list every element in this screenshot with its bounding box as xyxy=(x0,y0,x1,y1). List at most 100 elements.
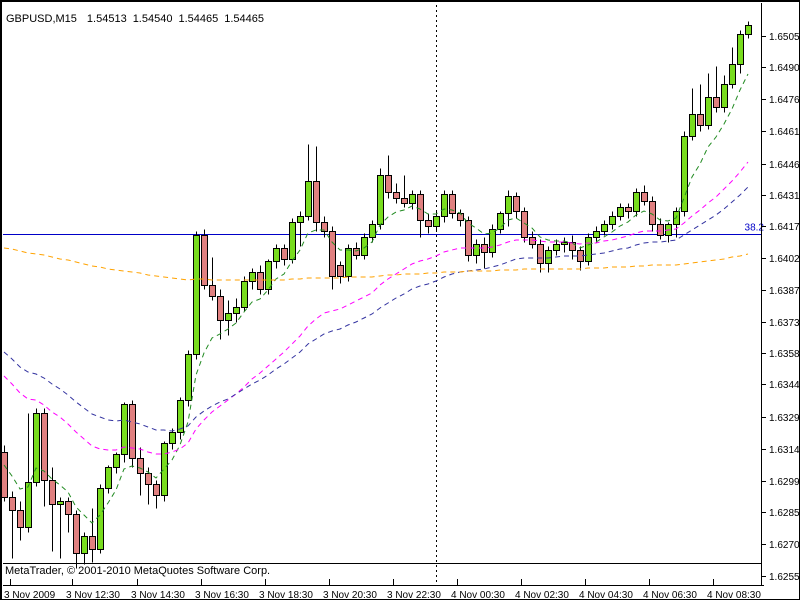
candle-bear xyxy=(217,296,224,321)
candle-bull xyxy=(97,488,104,550)
candle-bull xyxy=(25,482,32,528)
quote-close: 1.54465 xyxy=(224,13,264,25)
candle-bull xyxy=(617,207,624,217)
candle-bull xyxy=(233,307,240,314)
price-axis-label: 1.64760 xyxy=(769,95,800,106)
candle-bear xyxy=(457,213,464,221)
copyright-text: MetaTrader, © 2001-2010 MetaQuotes Softw… xyxy=(5,565,271,577)
time-axis-label: 4 Nov 06:30 xyxy=(643,590,697,600)
candle-bull xyxy=(473,244,480,256)
candle-bull xyxy=(681,136,688,212)
candle-bull xyxy=(361,237,368,256)
price-axis-label: 1.64025 xyxy=(769,254,800,265)
candle-bull xyxy=(345,248,352,277)
price-axis-label: 1.64905 xyxy=(769,63,800,74)
candle-bear xyxy=(145,473,152,485)
candle-bull xyxy=(489,229,496,253)
price-axis-label: 1.63140 xyxy=(769,445,800,456)
candle-bull xyxy=(225,313,232,321)
candle-bear xyxy=(137,458,144,474)
candle-bull xyxy=(433,216,440,227)
candle-bull xyxy=(561,242,568,245)
candle-bull xyxy=(705,97,712,126)
candle-bull xyxy=(745,25,752,35)
candle-bull xyxy=(273,248,280,262)
candle-bear xyxy=(697,114,704,126)
candle-bear xyxy=(537,244,544,264)
price-axis-label: 1.62555 xyxy=(769,572,800,583)
candle-bear xyxy=(657,224,664,236)
time-axis-label: 3 Nov 2009 xyxy=(4,590,56,600)
candle-bull xyxy=(121,404,128,455)
candle-bull xyxy=(193,235,200,355)
candle-bear xyxy=(513,196,520,212)
candle-bull xyxy=(609,216,616,225)
time-axis-label: 3 Nov 12:30 xyxy=(66,590,120,600)
candle-bull xyxy=(185,354,192,401)
ema-fast-line xyxy=(3,73,749,524)
time-axis-label: 3 Nov 18:30 xyxy=(259,590,313,600)
time-axis-label: 3 Nov 20:30 xyxy=(323,590,377,600)
time-axis-label: 4 Nov 04:30 xyxy=(579,590,633,600)
candle-bull xyxy=(505,196,512,214)
candle-bear xyxy=(321,222,328,232)
fib-level-label: 38.2 xyxy=(745,223,765,234)
candle-bear xyxy=(281,248,288,260)
candle-bear xyxy=(425,220,432,227)
candle-bull xyxy=(377,175,384,225)
time-axis-label: 3 Nov 16:30 xyxy=(195,590,249,600)
candle-bear xyxy=(17,510,24,528)
price-axis-label: 1.62995 xyxy=(769,477,800,488)
candle-bull xyxy=(241,281,248,308)
candle-bull xyxy=(497,213,504,230)
candle-bear xyxy=(449,194,456,214)
candle-bear xyxy=(1,452,8,498)
candle-bear xyxy=(465,220,472,256)
candle-bull xyxy=(689,114,696,137)
candle-bull xyxy=(721,84,728,108)
candle-bull xyxy=(249,272,256,282)
ema-medium-line xyxy=(3,161,749,455)
price-axis-label: 1.63730 xyxy=(769,318,800,329)
candle-bull xyxy=(105,467,112,489)
quote-low: 1.54465 xyxy=(178,13,219,25)
candle-bull xyxy=(265,261,272,290)
candle-bull xyxy=(297,216,304,223)
candle-bull xyxy=(289,222,296,260)
candle-bear xyxy=(329,231,336,277)
price-axis-label: 1.62705 xyxy=(769,540,800,551)
ema-slowest-line xyxy=(3,247,749,281)
candle-bull xyxy=(593,231,600,238)
candle-bear xyxy=(129,404,136,459)
candle-bear xyxy=(65,501,72,515)
candle-bull xyxy=(409,194,416,204)
price-axis-label: 1.63585 xyxy=(769,349,800,360)
price-axis-label: 1.65050 xyxy=(769,32,800,43)
candle-bull xyxy=(737,34,744,65)
candle-bull xyxy=(161,443,168,496)
candle-bear xyxy=(49,480,56,505)
candle-bull xyxy=(729,64,736,85)
time-axis-label: 4 Nov 08:30 xyxy=(707,590,761,600)
candle-bear xyxy=(625,207,632,212)
quote-open: 1.54513 xyxy=(86,13,127,25)
candle-bull xyxy=(113,454,120,468)
price-axis-label: 1.64315 xyxy=(769,191,800,202)
candle-bull xyxy=(57,501,64,505)
price-axis-label: 1.63290 xyxy=(769,413,800,424)
chart-header-quote: GBPUSD,M15 1.54513 1.54540 1.54465 1.54465 xyxy=(6,13,270,25)
ema-slow-line xyxy=(3,186,749,432)
time-axis-label: 3 Nov 22:30 xyxy=(387,590,441,600)
candle-bear xyxy=(641,192,648,202)
price-axis-label: 1.63440 xyxy=(769,380,800,391)
candle-bull xyxy=(633,192,640,212)
candle-bull xyxy=(553,244,560,251)
candle-bull xyxy=(441,194,448,217)
time-axis-label: 3 Nov 14:30 xyxy=(131,590,185,600)
candle-bear xyxy=(569,242,576,251)
candle-bear xyxy=(337,265,344,277)
price-axis-label: 1.64610 xyxy=(769,127,800,138)
